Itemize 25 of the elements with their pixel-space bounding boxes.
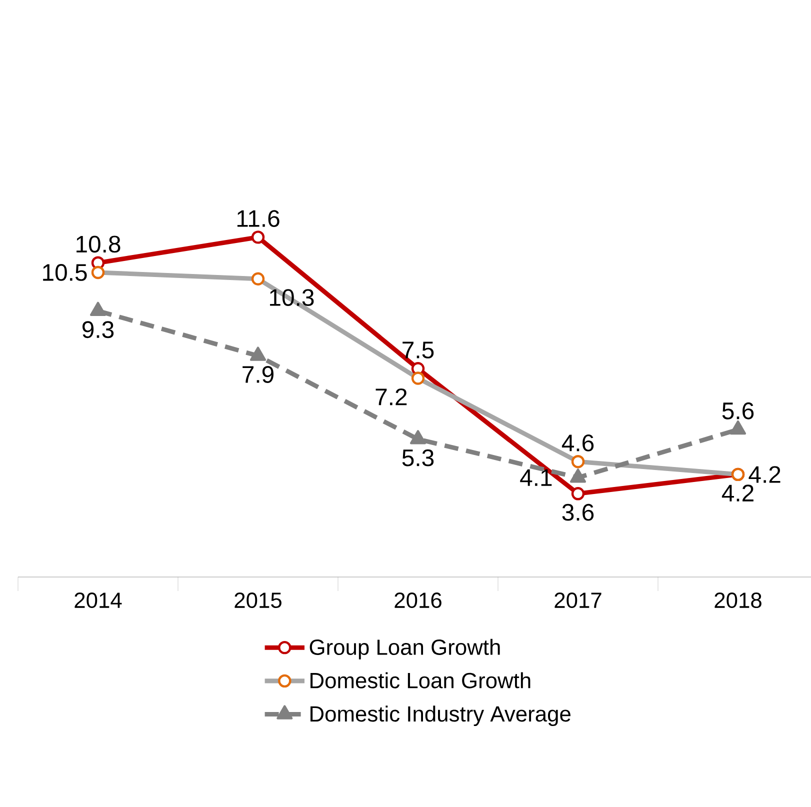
data-label: 4.6 bbox=[562, 434, 594, 452]
x-tick-label: 2014 bbox=[74, 592, 122, 608]
data-label: 11.6 bbox=[237, 210, 280, 228]
data-label: 7.2 bbox=[376, 388, 407, 406]
point bbox=[251, 230, 265, 244]
data-label: 4.1 bbox=[520, 469, 552, 486]
x-tick-label: 2017 bbox=[554, 592, 602, 608]
legend-label: Domestic Loan Growth bbox=[310, 672, 530, 688]
data-label: 7.5 bbox=[402, 342, 434, 358]
data-label: 4.2 bbox=[748, 466, 780, 483]
data-label: 7.9 bbox=[242, 366, 274, 383]
data-label: 10.5 bbox=[43, 264, 87, 281]
data-label: 9.3 bbox=[82, 321, 114, 338]
data-label: 5.6 bbox=[722, 402, 754, 420]
legend-label: Group Loan Growth bbox=[310, 638, 500, 660]
legend-label: Domestic Industry Average bbox=[310, 706, 570, 726]
data-label: 3.6 bbox=[562, 504, 594, 521]
data-label: 10.3 bbox=[270, 289, 314, 306]
data-label: 5.3 bbox=[402, 449, 434, 466]
point bbox=[571, 487, 585, 500]
data-label: 4.2 bbox=[722, 484, 754, 502]
data-label: 10.8 bbox=[76, 236, 120, 253]
x-tick-label: 2015 bbox=[234, 592, 282, 608]
x-tick-label: 2016 bbox=[394, 592, 442, 608]
x-tick-label: 2018 bbox=[714, 592, 762, 608]
